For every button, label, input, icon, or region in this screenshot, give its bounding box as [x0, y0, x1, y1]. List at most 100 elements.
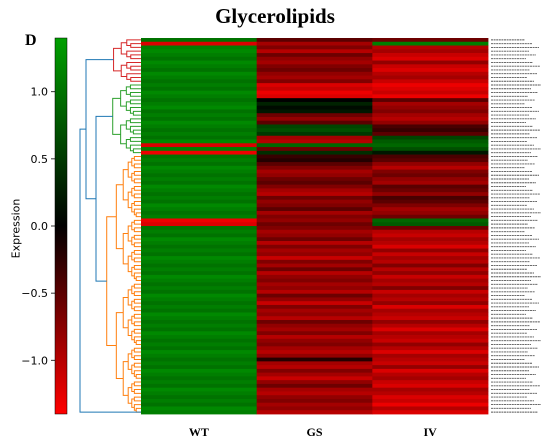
- heatmap-cell: [372, 398, 489, 404]
- heatmap-cell: [372, 327, 489, 332]
- heatmap-cell: [256, 320, 373, 325]
- heatmap-cell: [141, 214, 258, 219]
- dendrogram-branch: [133, 264, 141, 270]
- dendrogram-branch: [135, 276, 141, 282]
- heatmap-cell: [256, 207, 373, 212]
- heatmap-cell: [141, 222, 258, 227]
- heatmap-cell: [256, 383, 373, 389]
- heatmap-cell: [372, 263, 489, 268]
- dendrogram-branch: [133, 389, 141, 394]
- column-label: IV: [423, 425, 437, 439]
- heatmap-cell: [141, 98, 258, 103]
- dendrogram-branch: [133, 370, 141, 377]
- heatmap-cell: [141, 357, 258, 362]
- heatmap-cell: [256, 297, 373, 302]
- heatmap-cell: [372, 116, 489, 122]
- heatmap-cell: [256, 139, 373, 144]
- dendrogram-branch: [131, 383, 135, 392]
- heatmap-cell: [256, 68, 373, 73]
- heatmap-cell: [256, 312, 373, 317]
- dendrogram-branch: [133, 381, 141, 387]
- dendrogram-branch: [85, 59, 114, 200]
- heatmap-cell: [141, 71, 258, 76]
- heatmap-cell: [372, 135, 489, 140]
- dendrogram-branch: [133, 298, 141, 304]
- heatmap-cell: [372, 286, 489, 291]
- heatmap-cell: [372, 113, 489, 118]
- dendrogram-branch: [131, 202, 135, 213]
- heatmap-cell: [141, 147, 258, 152]
- heatmap-cell: [256, 184, 373, 189]
- heatmap-cell: [256, 120, 373, 125]
- dendrogram-branch: [131, 187, 135, 197]
- heatmap-cell: [256, 64, 373, 69]
- heatmap-cell: [372, 256, 489, 261]
- heatmap-cell: [141, 252, 258, 257]
- heatmap-cell: [372, 105, 489, 110]
- heatmap-cell: [141, 210, 258, 216]
- heatmap-cell: [141, 395, 258, 400]
- heatmap-cell: [256, 327, 373, 332]
- heatmap-cell: [372, 380, 489, 385]
- heatmap-cell: [372, 237, 489, 242]
- dendrogram-branch: [133, 249, 141, 255]
- heatmap-cell: [141, 229, 258, 234]
- heatmap-cell: [256, 248, 373, 253]
- dendrogram-branch: [125, 86, 131, 95]
- heatmap-cell: [141, 101, 258, 107]
- heatmap-cell: [141, 406, 258, 411]
- dendrogram-branch: [133, 201, 141, 206]
- heatmap-cell: [256, 387, 373, 392]
- heatmap-cell: [372, 139, 489, 144]
- heatmap-cell: [256, 323, 373, 328]
- heatmap-cell: [372, 244, 489, 249]
- dendrogram-branch: [129, 144, 141, 152]
- heatmap-cell: [141, 387, 258, 392]
- heatmap-cell: [141, 188, 258, 193]
- row-labels: [491, 39, 541, 413]
- heatmap-cell: [256, 158, 373, 163]
- dendrogram-branch: [131, 398, 135, 408]
- heatmap-cell: [256, 263, 373, 268]
- heatmap-cell: [141, 271, 258, 276]
- heatmap-cell: [141, 128, 258, 133]
- heatmap-cell: [141, 327, 258, 332]
- heatmap-cell: [256, 304, 373, 310]
- heatmap-cell: [256, 241, 373, 246]
- heatmap-cell: [372, 83, 489, 88]
- dendrogram-branch: [95, 115, 113, 282]
- heatmap-cell: [256, 229, 373, 234]
- heatmap-cell: [372, 75, 489, 80]
- dendrogram-branch: [115, 312, 124, 380]
- heatmap-cell: [141, 274, 258, 280]
- dendrogram-branch: [113, 47, 122, 72]
- dendrogram-branch: [127, 225, 132, 242]
- dendrogram-branch: [130, 76, 141, 82]
- heatmap-cell: [256, 353, 373, 358]
- heatmap-cell: [256, 406, 373, 411]
- heatmap-cell: [256, 165, 373, 170]
- heatmap-cell: [372, 128, 489, 133]
- heatmap-cell: [141, 173, 258, 178]
- heatmap-cell: [141, 263, 258, 268]
- dendrogram-branch: [131, 266, 135, 277]
- heatmap-cell: [372, 406, 489, 411]
- dendrogram-branch: [131, 236, 135, 246]
- heatmap-cell: [141, 244, 258, 249]
- dendrogram-branch: [132, 110, 141, 116]
- heatmap-cell: [372, 248, 489, 253]
- heatmap-cell: [141, 320, 258, 325]
- dendrogram-branch: [135, 340, 141, 345]
- heatmap-cell: [141, 226, 258, 231]
- dendrogram-branch: [122, 296, 129, 329]
- heatmap-cell: [372, 229, 489, 234]
- heatmap-cell: [372, 395, 489, 400]
- heatmap-cell: [141, 361, 258, 366]
- colorbar-ticks: 1.0 0.5 0.0 −0.5 −1.0: [21, 86, 55, 367]
- dendrogram-branch: [122, 169, 129, 201]
- heatmap-cell: [256, 365, 373, 370]
- dendrogram-branch: [120, 90, 127, 107]
- heatmap-cell: [372, 199, 489, 204]
- heatmap-cell: [141, 335, 258, 340]
- heatmap-cell: [256, 147, 373, 152]
